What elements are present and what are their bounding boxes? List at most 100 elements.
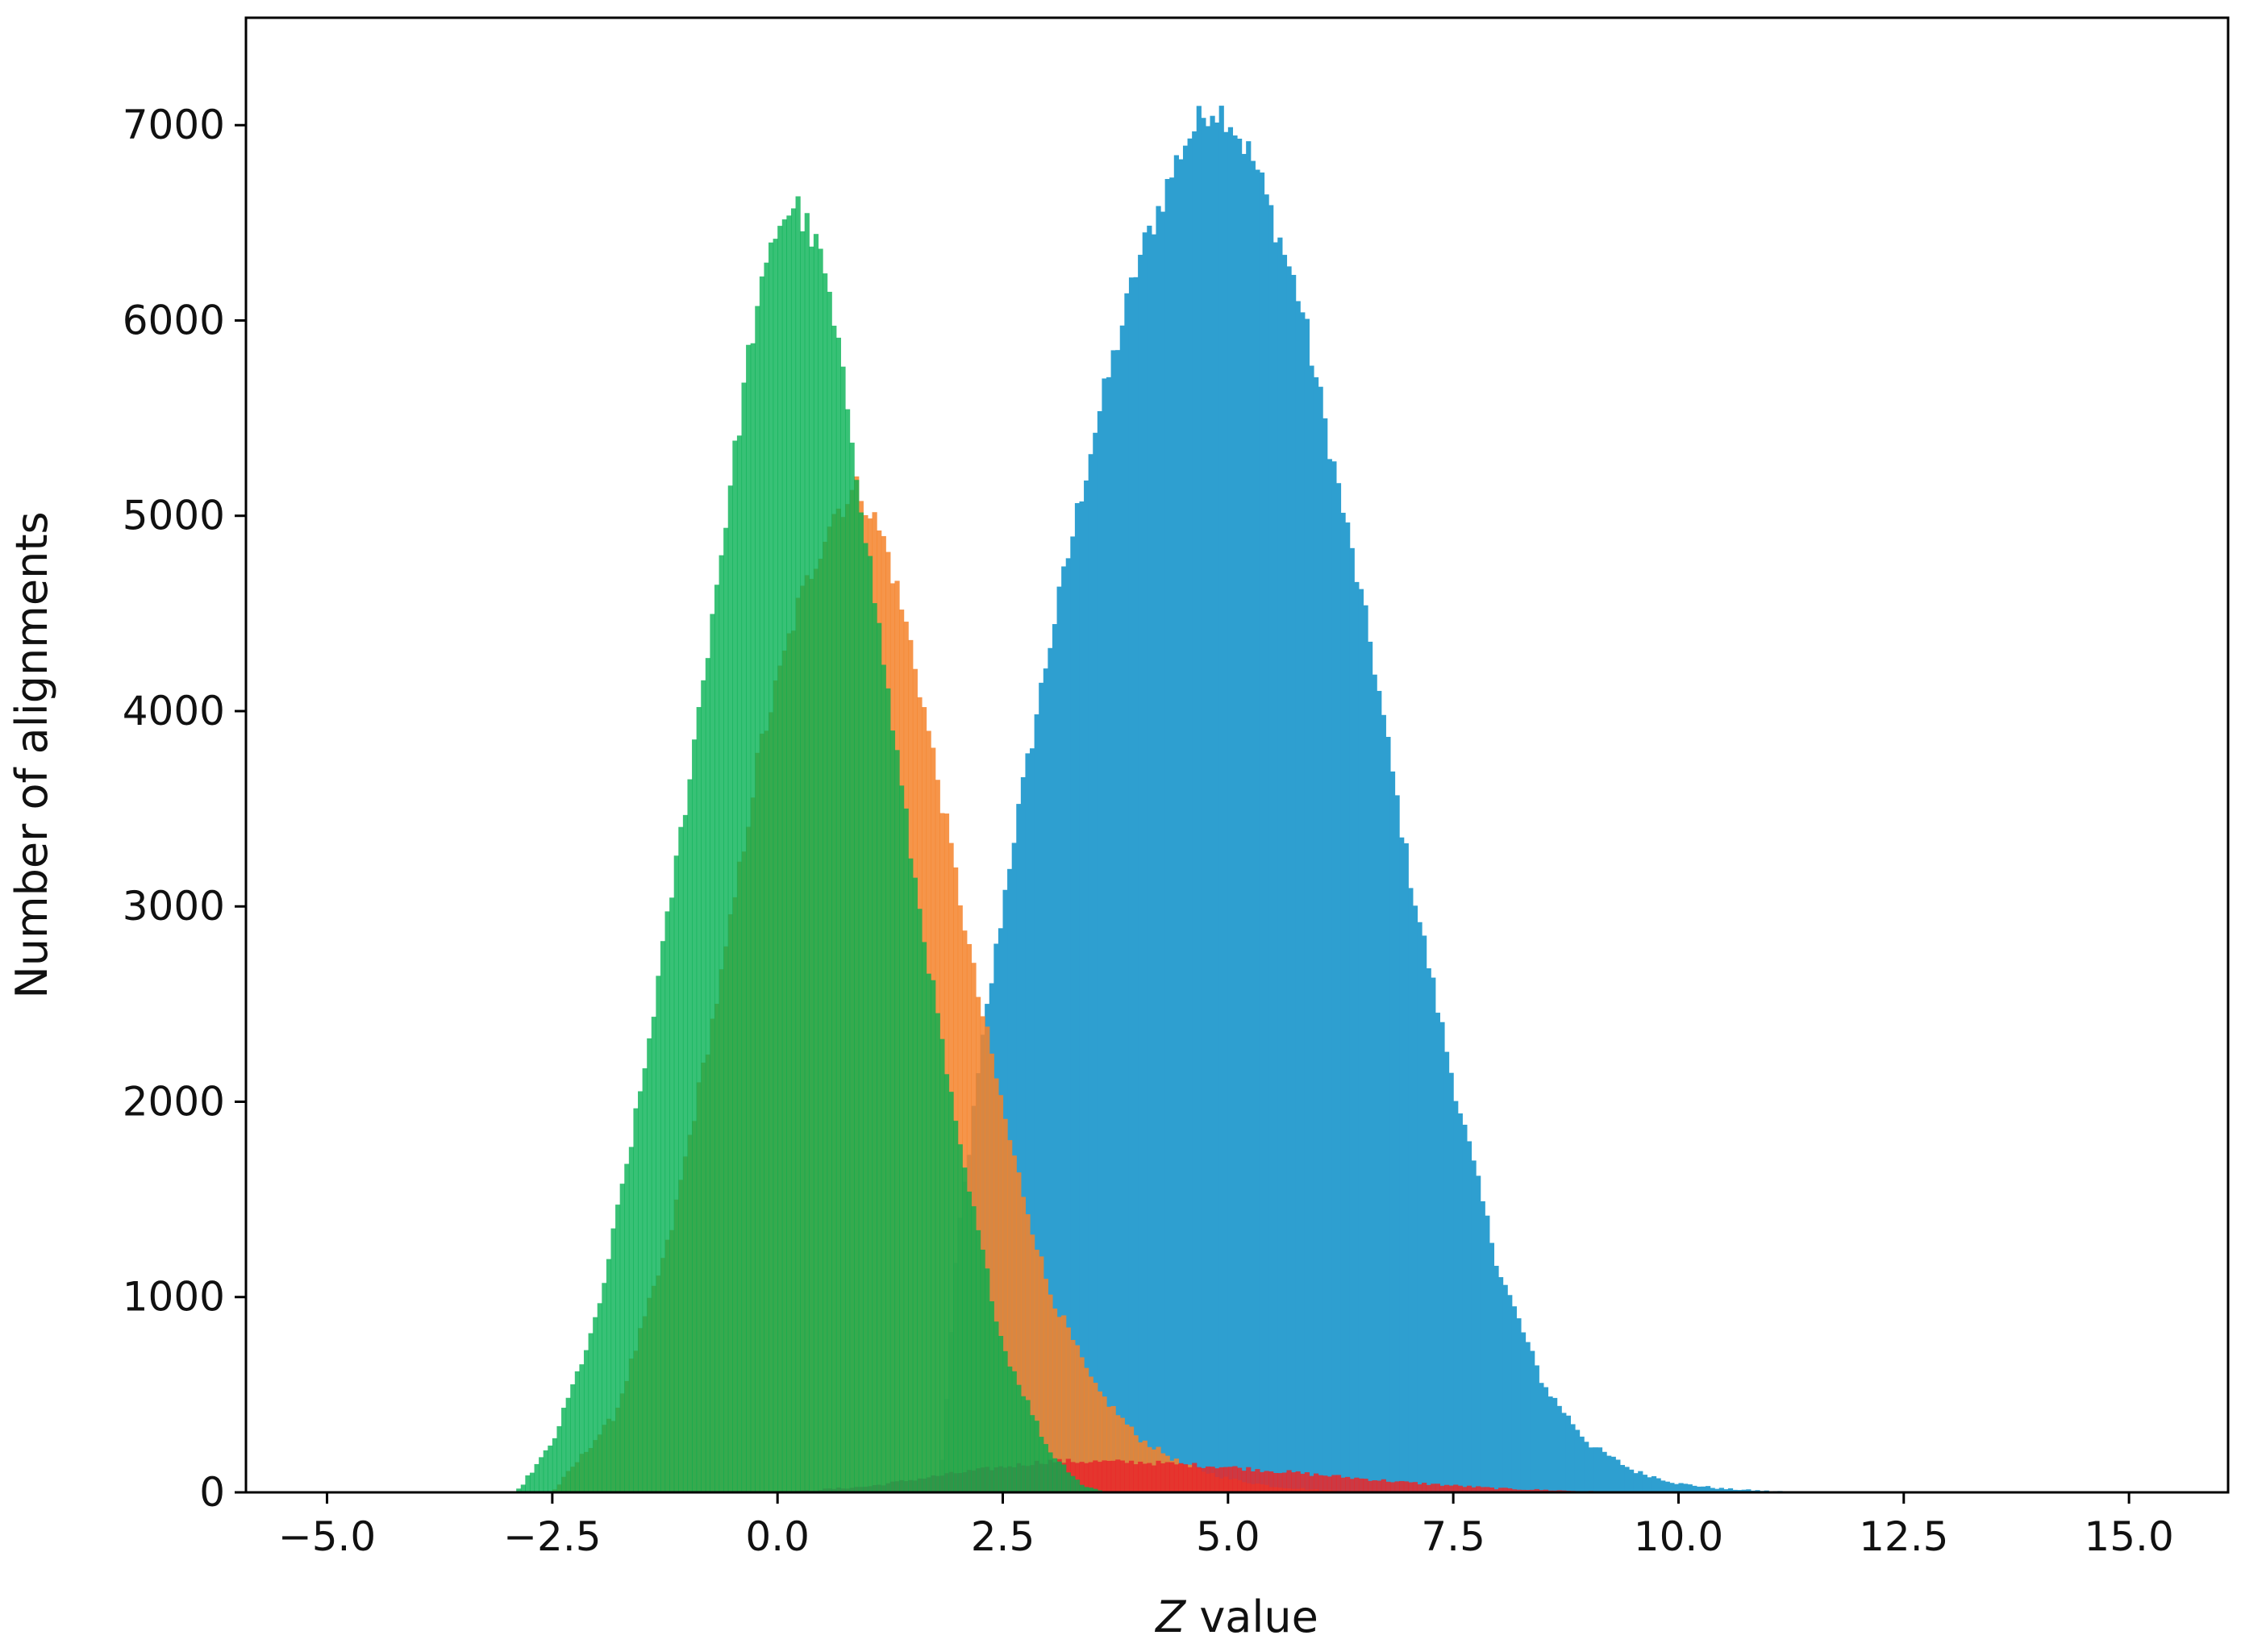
histogram-bar	[1422, 1483, 1427, 1492]
histogram-bar	[903, 808, 909, 1492]
histogram-bar	[1061, 566, 1067, 1492]
histogram-bar	[1034, 1421, 1039, 1492]
histogram-bar	[1692, 1485, 1697, 1492]
histogram-bar	[1115, 1415, 1121, 1492]
histogram-series-3	[516, 196, 1112, 1493]
histogram-bar	[1525, 1342, 1531, 1492]
histogram-bar	[1277, 237, 1283, 1492]
histogram-bar	[1093, 1460, 1098, 1492]
histogram-bar	[943, 1074, 950, 1492]
histogram-bar	[854, 480, 860, 1492]
histogram-bar	[1335, 483, 1342, 1492]
histogram-bar	[1025, 753, 1031, 1492]
histogram-bar	[777, 226, 783, 1493]
histogram-bar	[1074, 1345, 1081, 1492]
histogram-bar	[1624, 1467, 1630, 1492]
histogram-bar	[844, 409, 851, 1492]
histogram-bar	[1084, 1367, 1089, 1492]
y-tick-label: 3000	[123, 883, 225, 930]
histogram-bar	[1020, 1396, 1027, 1492]
histogram-bar	[1097, 410, 1103, 1493]
histogram-bar	[1025, 1214, 1031, 1492]
histogram-bar	[1074, 503, 1081, 1492]
histogram-bar	[1304, 318, 1310, 1492]
histogram-bar	[525, 1475, 531, 1492]
histogram-bar	[1520, 1489, 1527, 1492]
histogram-bar	[921, 942, 927, 1492]
histogram-bar	[610, 1228, 616, 1492]
histogram-bar	[534, 1463, 539, 1492]
histogram-bar	[1313, 377, 1319, 1492]
histogram-bar	[1056, 1317, 1062, 1492]
histogram-bar	[579, 1364, 585, 1492]
x-tick-label: −5.0	[278, 1513, 376, 1560]
histogram-bar	[1516, 1489, 1522, 1492]
histogram-bar	[1417, 1484, 1422, 1492]
histogram-bar	[1115, 1459, 1121, 1492]
histogram-bar	[1683, 1483, 1689, 1492]
histogram-bar	[773, 239, 778, 1492]
histogram-bar	[1227, 1467, 1234, 1492]
histogram-bar	[1011, 1155, 1017, 1492]
histogram-bar	[1372, 1480, 1377, 1492]
histogram-bar	[1466, 1141, 1472, 1492]
histogram-bar	[1255, 1469, 1260, 1492]
histogram-bar	[1097, 1462, 1103, 1492]
histogram-bar	[1431, 977, 1436, 1492]
histogram-bar	[1727, 1488, 1734, 1492]
histogram-bar	[719, 555, 724, 1493]
histogram-bar	[926, 973, 931, 1492]
histogram-bar	[1241, 153, 1247, 1493]
histogram-bar	[1133, 1464, 1139, 1492]
histogram-bar	[1273, 242, 1278, 1492]
histogram-bar	[1313, 1473, 1319, 1492]
histogram-bar	[1205, 126, 1211, 1493]
histogram-bar	[1016, 1384, 1022, 1492]
histogram-bar	[1435, 1483, 1440, 1492]
histogram-bar	[899, 785, 905, 1492]
histogram-bar	[1192, 131, 1198, 1492]
histogram-bar	[1701, 1486, 1706, 1492]
histogram-bar	[998, 1095, 1004, 1492]
histogram-bar	[1052, 1458, 1058, 1492]
histogram-bar	[1156, 1460, 1161, 1492]
histogram-bar	[1102, 1396, 1107, 1492]
histogram-bar	[1084, 1463, 1089, 1492]
histogram-bar	[1218, 1467, 1224, 1492]
histogram-bar	[1119, 1417, 1125, 1492]
histogram-bar	[1273, 1472, 1278, 1492]
histogram-bar	[1119, 1460, 1125, 1492]
histogram-bar	[1335, 1475, 1342, 1492]
histogram-bar	[1664, 1481, 1670, 1492]
histogram-bar	[1237, 1467, 1243, 1492]
histogram-bar	[588, 1333, 594, 1492]
histogram-bar	[1619, 1465, 1626, 1492]
histogram-bar	[1304, 1472, 1310, 1492]
histogram-bar	[1056, 1461, 1062, 1492]
histogram-bar	[1138, 1461, 1143, 1492]
y-axis-label: Number of alignments	[6, 511, 57, 998]
histogram-bar	[1588, 1447, 1593, 1492]
histogram-bar	[1214, 1468, 1220, 1492]
histogram-bar	[931, 980, 936, 1492]
histogram-bar	[1525, 1489, 1531, 1492]
histogram-bar	[804, 213, 810, 1492]
x-tick-label: 10.0	[1634, 1513, 1723, 1560]
histogram-bar	[885, 688, 891, 1492]
histogram-bar	[1079, 1484, 1085, 1492]
histogram-bar	[602, 1283, 607, 1492]
histogram-bar	[1192, 1463, 1198, 1492]
histogram-bar	[543, 1450, 548, 1492]
histogram-bar	[1097, 1391, 1103, 1492]
histogram-bar	[1232, 135, 1238, 1492]
histogram-bar	[1110, 350, 1116, 1493]
histogram-bar	[1485, 1215, 1490, 1492]
histogram-bar	[692, 739, 698, 1492]
histogram-bar	[1453, 1484, 1459, 1492]
histogram-bar	[1502, 1284, 1508, 1492]
y-tick-label: 1000	[123, 1274, 225, 1321]
histogram-bar	[1164, 1462, 1170, 1492]
histogram-bar	[1345, 522, 1351, 1492]
histogram-bar	[656, 976, 661, 1492]
histogram-bar	[1223, 1467, 1229, 1492]
